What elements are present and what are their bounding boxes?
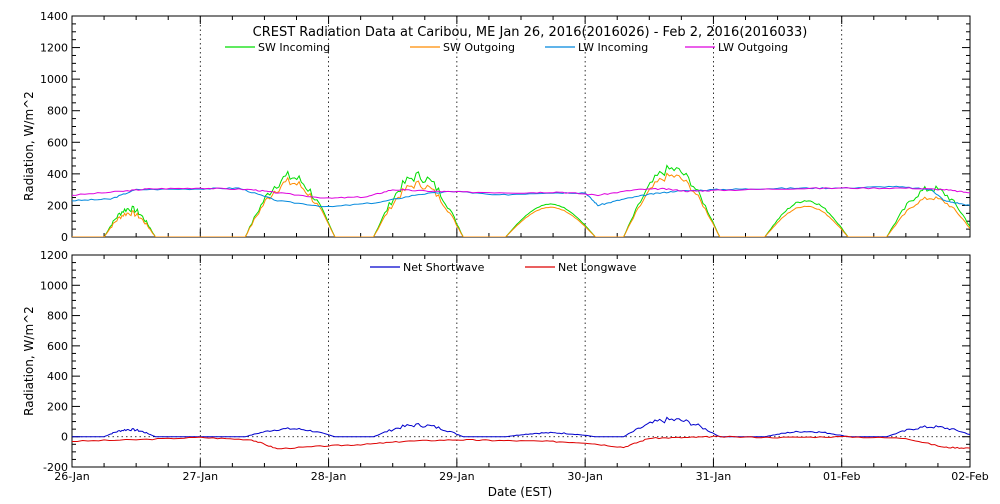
bottom-y-tick-label: 1200 <box>40 249 68 262</box>
x-tick-label: 26-Jan <box>54 470 90 483</box>
y-axis-label-bottom: Radiation, W/m^2 <box>22 306 36 416</box>
top-series-lw-incoming <box>72 185 970 208</box>
bottom-y-tick-label: 400 <box>47 370 68 383</box>
top-legend-label: SW Incoming <box>258 41 330 54</box>
top-y-tick-label: 800 <box>47 105 68 118</box>
x-tick-label: 02-Feb <box>951 470 988 483</box>
x-tick-label: 29-Jan <box>439 470 475 483</box>
top-series-sw-outgoing <box>72 172 970 237</box>
top-y-tick-label: 200 <box>47 199 68 212</box>
bottom-legend-label: Net Shortwave <box>403 261 485 274</box>
x-axis-label: Date (EST) <box>488 485 552 499</box>
y-axis-label-top: Radiation, W/m^2 <box>22 91 36 201</box>
top-series-sw-incoming <box>72 164 970 237</box>
top-y-tick-label: 1000 <box>40 73 68 86</box>
bottom-legend-label: Net Longwave <box>558 261 637 274</box>
x-tick-label: 27-Jan <box>183 470 219 483</box>
x-tick-label: 31-Jan <box>696 470 732 483</box>
top-legend-label: SW Outgoing <box>443 41 515 54</box>
x-tick-label: 01-Feb <box>823 470 860 483</box>
bottom-y-tick-label: 0 <box>61 431 68 444</box>
top-y-tick-label: 600 <box>47 136 68 149</box>
top-plot-frame <box>71 15 971 238</box>
x-tick-label: 30-Jan <box>567 470 603 483</box>
x-tick-label: 28-Jan <box>311 470 347 483</box>
top-y-tick-label: 0 <box>61 231 68 244</box>
top-legend-label: LW Incoming <box>578 41 648 54</box>
top-series-lw-outgoing <box>72 187 970 199</box>
bottom-y-tick-label: 200 <box>47 400 68 413</box>
top-y-tick-label: 1400 <box>40 10 68 23</box>
bottom-series-net-shortwave <box>72 416 970 438</box>
bottom-y-tick-label: 600 <box>47 340 68 353</box>
chart-title: CREST Radiation Data at Caribou, ME Jan … <box>253 25 808 40</box>
top-y-tick-label: 1200 <box>40 42 68 55</box>
bottom-y-tick-label: 800 <box>47 310 68 323</box>
top-legend-label: LW Outgoing <box>718 41 788 54</box>
bottom-series-net-longwave <box>72 435 970 450</box>
bottom-y-tick-label: -200 <box>43 461 68 474</box>
top-panel: 0 200 400 600 800 1000 1200 1400 SW Incoming SW O… <box>40 10 971 244</box>
top-y-tick-label: 400 <box>47 168 68 181</box>
bottom-panel: -200 0 200 400 600 800 1000 1200 Net Shortwave Ne… <box>40 249 989 483</box>
bottom-y-tick-label: 1000 <box>40 279 68 292</box>
